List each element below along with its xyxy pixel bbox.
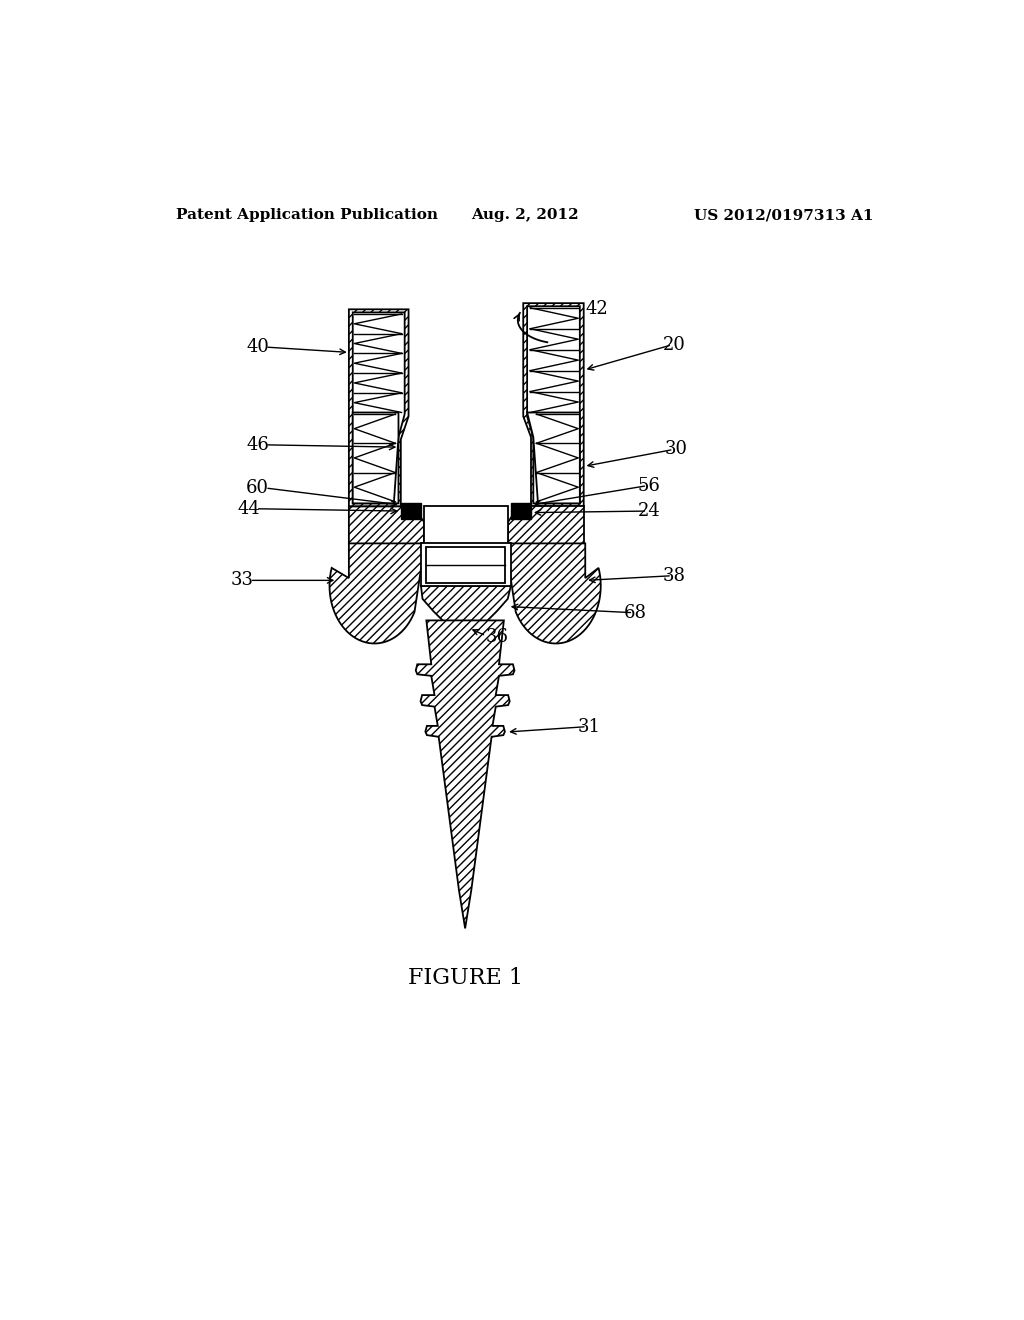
Text: 68: 68 (624, 603, 647, 622)
Polygon shape (527, 412, 580, 503)
Text: 46: 46 (246, 436, 269, 454)
Polygon shape (349, 507, 424, 545)
Text: 24: 24 (638, 502, 660, 520)
Polygon shape (523, 304, 584, 507)
Polygon shape (330, 544, 423, 643)
Polygon shape (511, 503, 531, 519)
Polygon shape (416, 620, 514, 928)
Polygon shape (400, 503, 421, 519)
Polygon shape (508, 507, 584, 545)
Polygon shape (421, 586, 511, 622)
Polygon shape (352, 412, 398, 503)
Text: 42: 42 (586, 300, 608, 318)
Text: 44: 44 (237, 500, 260, 517)
Text: Aug. 2, 2012: Aug. 2, 2012 (471, 209, 579, 223)
Text: FIGURE 1: FIGURE 1 (408, 968, 522, 990)
Text: 36: 36 (486, 628, 509, 647)
Text: 31: 31 (578, 718, 600, 735)
Text: 40: 40 (246, 338, 269, 356)
Polygon shape (349, 309, 409, 507)
Polygon shape (508, 544, 601, 643)
Polygon shape (426, 548, 506, 583)
Text: 20: 20 (663, 335, 686, 354)
Polygon shape (527, 306, 580, 503)
Polygon shape (421, 544, 511, 586)
Text: 60: 60 (246, 479, 269, 496)
Polygon shape (424, 507, 508, 545)
Text: 38: 38 (663, 566, 686, 585)
Text: US 2012/0197313 A1: US 2012/0197313 A1 (694, 209, 873, 223)
Text: 33: 33 (230, 572, 254, 589)
Text: 56: 56 (638, 477, 660, 495)
Polygon shape (352, 313, 404, 503)
Text: Patent Application Publication: Patent Application Publication (176, 209, 438, 223)
Text: 30: 30 (665, 441, 687, 458)
